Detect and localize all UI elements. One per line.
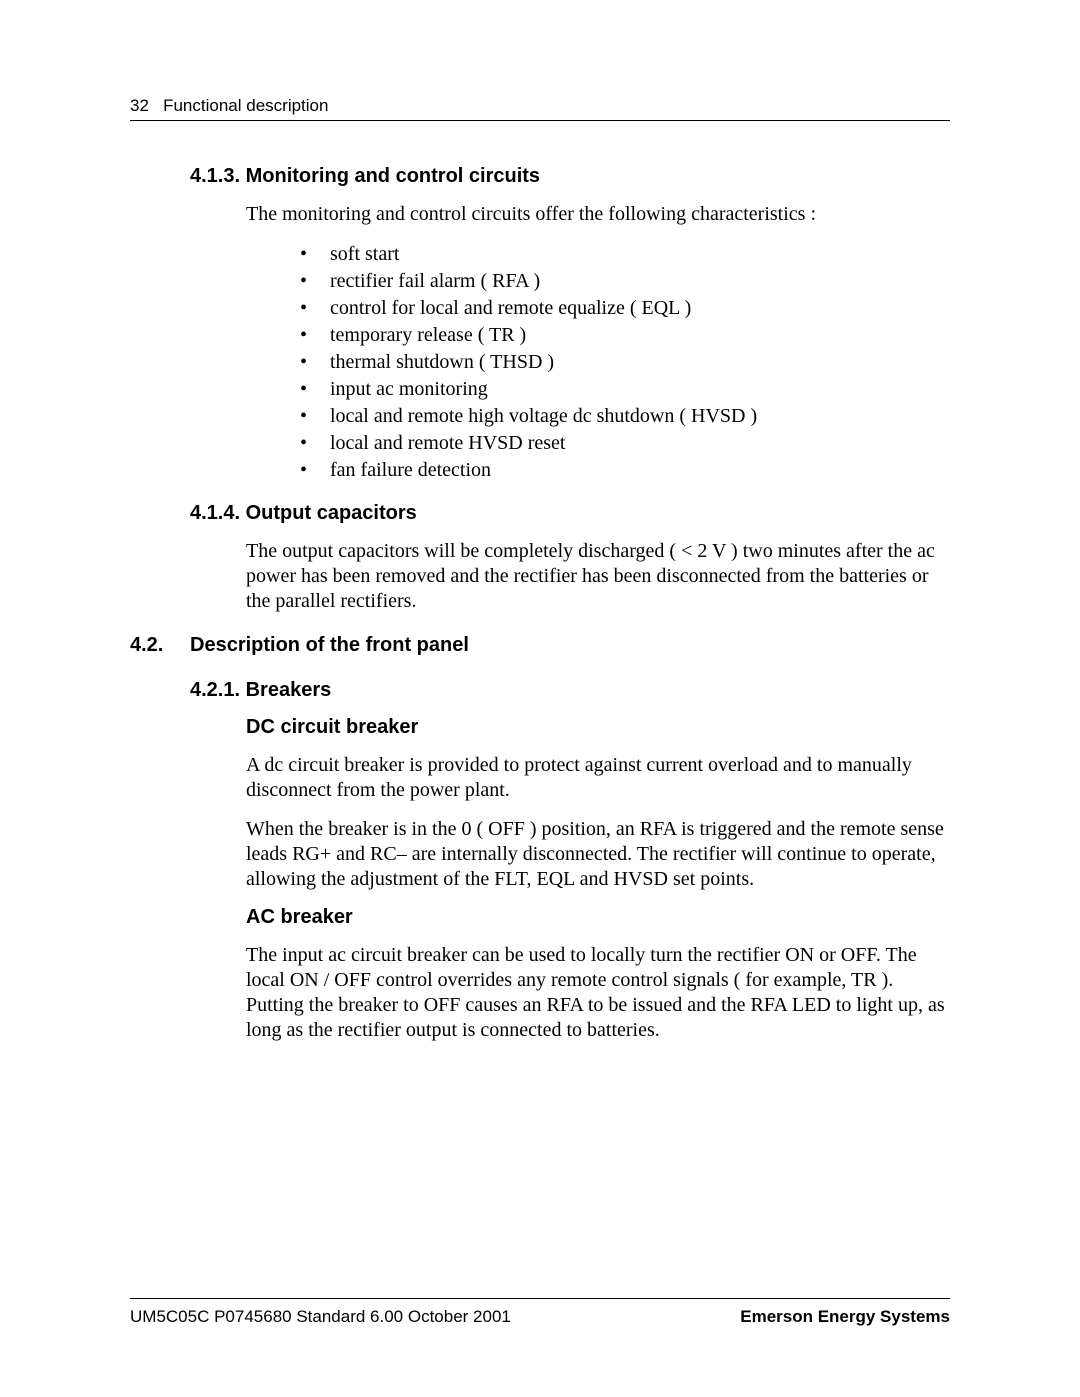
ac-breaker-para-1: The input ac circuit breaker can be used… [246, 943, 950, 1043]
ac-breaker-heading: AC breaker [246, 906, 950, 929]
section-heading-42: 4.2. Description of the front panel [130, 634, 950, 657]
footer-rule [130, 1298, 950, 1299]
section-number: 4.2. [130, 634, 190, 657]
section-number: 4.1.3. [190, 165, 240, 187]
section-number: 4.1.4. [190, 502, 240, 524]
chapter-title: Functional description [163, 96, 328, 115]
list-item: local and remote HVSD reset [300, 430, 950, 457]
list-item: temporary release ( TR ) [300, 322, 950, 349]
section-413-bullet-list: soft start rectifier fail alarm ( RFA ) … [300, 241, 950, 484]
section-heading-421: 4.2.1. Breakers [190, 679, 950, 702]
dc-breaker-para-1: A dc circuit breaker is provided to prot… [246, 753, 950, 803]
footer-line: UM5C05C P0745680 Standard 6.00 October 2… [130, 1307, 950, 1327]
section-title: Output capacitors [246, 502, 417, 524]
list-item: local and remote high voltage dc shutdow… [300, 403, 950, 430]
section-title: Description of the front panel [190, 634, 469, 657]
list-item: control for local and remote equalize ( … [300, 295, 950, 322]
page-number: 32 [130, 96, 149, 115]
running-header: 32 Functional description [130, 96, 950, 116]
list-item: soft start [300, 241, 950, 268]
dc-breaker-heading: DC circuit breaker [246, 716, 950, 739]
header-rule [130, 120, 950, 121]
footer-right: Emerson Energy Systems [740, 1307, 950, 1327]
section-title: Breakers [246, 679, 332, 701]
footer-left: UM5C05C P0745680 Standard 6.00 October 2… [130, 1307, 511, 1327]
section-heading-413: 4.1.3. Monitoring and control circuits [190, 165, 950, 188]
page-footer: UM5C05C P0745680 Standard 6.00 October 2… [130, 1298, 950, 1327]
dc-breaker-para-2: When the breaker is in the 0 ( OFF ) pos… [246, 817, 950, 892]
list-item: input ac monitoring [300, 376, 950, 403]
section-heading-414: 4.1.4. Output capacitors [190, 502, 950, 525]
section-413-intro: The monitoring and control circuits offe… [246, 202, 950, 227]
section-414-para: The output capacitors will be completely… [246, 539, 950, 614]
section-title: Monitoring and control circuits [246, 165, 540, 187]
page: 32 Functional description 4.1.3. Monitor… [0, 0, 1080, 1397]
list-item: thermal shutdown ( THSD ) [300, 349, 950, 376]
list-item: rectifier fail alarm ( RFA ) [300, 268, 950, 295]
list-item: fan failure detection [300, 457, 950, 484]
section-number: 4.2.1. [190, 679, 240, 701]
